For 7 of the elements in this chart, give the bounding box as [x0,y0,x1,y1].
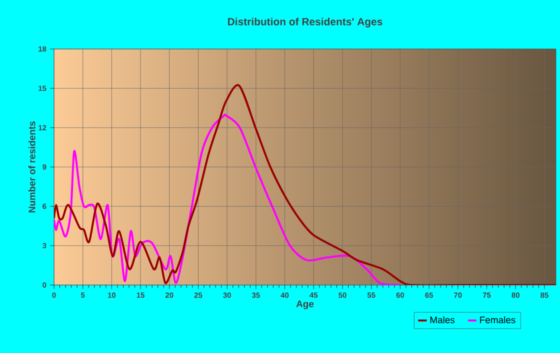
legend-label: Males [430,316,455,324]
line-series [54,84,556,285]
x-axis-title: Age [296,300,314,310]
legend-label: Females [480,316,516,324]
line-series [54,114,402,285]
y-axis-title: Number of residents [28,121,36,212]
chart-title: Distribution of Residents' Ages [228,18,382,28]
